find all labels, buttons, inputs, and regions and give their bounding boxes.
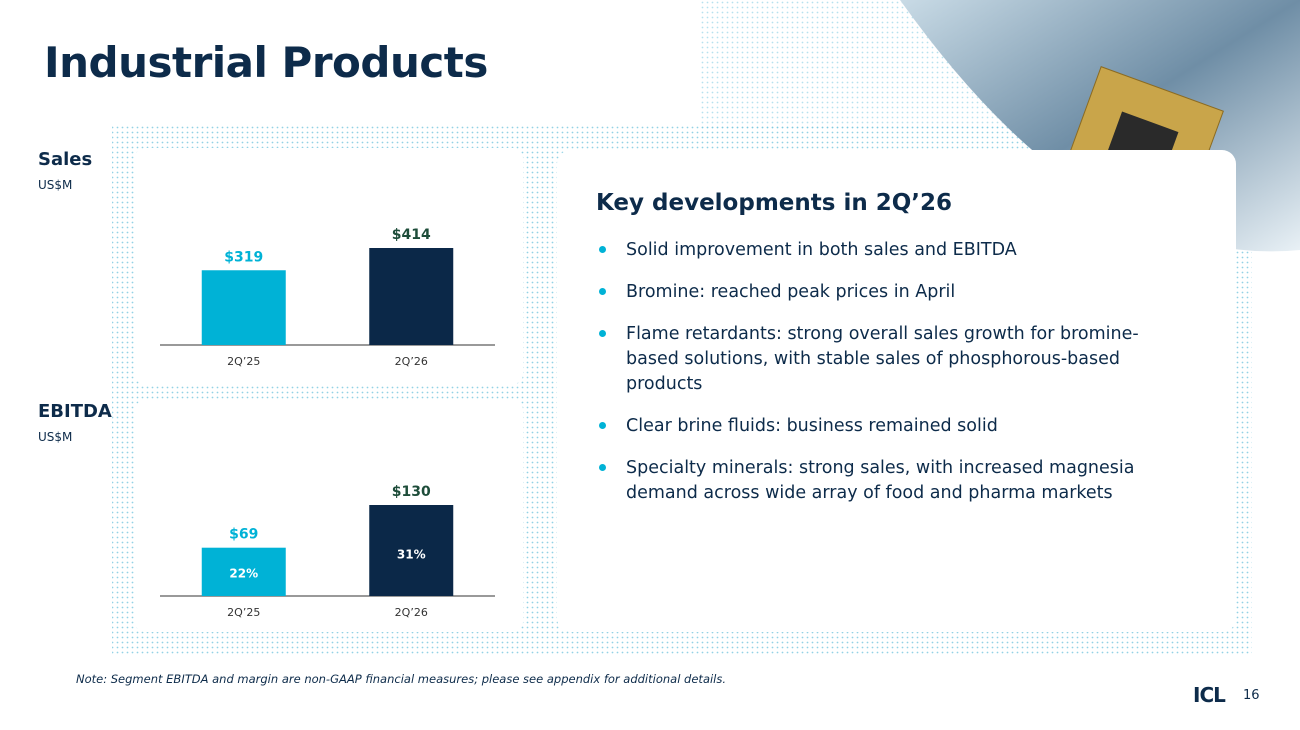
bullet: Flame retardants: strong overall sales g… [596, 322, 1166, 397]
value-label: $130 [392, 484, 431, 500]
bullet: Bromine: reached peak prices in April [596, 280, 1166, 305]
title: Industrial Products [44, 38, 488, 87]
ebitda-label: EBITDA [38, 401, 112, 422]
bullet-list: Solid improvement in both sales and EBIT… [596, 238, 1196, 506]
x-tick-label: 2Q’25 [227, 355, 260, 368]
value-label: $414 [392, 227, 431, 243]
margin-label: 31% [397, 548, 426, 562]
x-tick-label: 2Q’25 [227, 606, 260, 619]
key-heading: Key developments in 2Q’26 [596, 190, 953, 216]
ebitda-panel [135, 400, 523, 632]
bar [369, 505, 454, 596]
sales-unit: US$M [38, 178, 73, 192]
note: Note: Segment EBITDA and margin are non-… [76, 672, 727, 686]
bullet: Clear brine fluids: business remained so… [596, 414, 1166, 439]
key-developments: Key developments in 2Q’26 Solid improvem… [596, 190, 1196, 523]
bullet: Specialty minerals: strong sales, with i… [596, 456, 1166, 506]
margin-label: 22% [229, 567, 258, 581]
logo: ICL [1193, 683, 1226, 707]
x-tick-label: 2Q’26 [395, 606, 428, 619]
bar [201, 547, 286, 596]
page-number: 16 [1243, 688, 1260, 703]
key-panel [557, 150, 1236, 632]
bullet: Solid improvement in both sales and EBIT… [596, 238, 1166, 263]
x-tick-label: 2Q’26 [395, 355, 428, 368]
ebitda-unit: US$M [38, 430, 73, 444]
value-label: $319 [224, 249, 263, 265]
sales-label: Sales [38, 149, 93, 170]
sales-panel [135, 148, 523, 384]
value-label: $69 [229, 527, 258, 543]
bar [201, 270, 286, 345]
bar [369, 248, 454, 345]
